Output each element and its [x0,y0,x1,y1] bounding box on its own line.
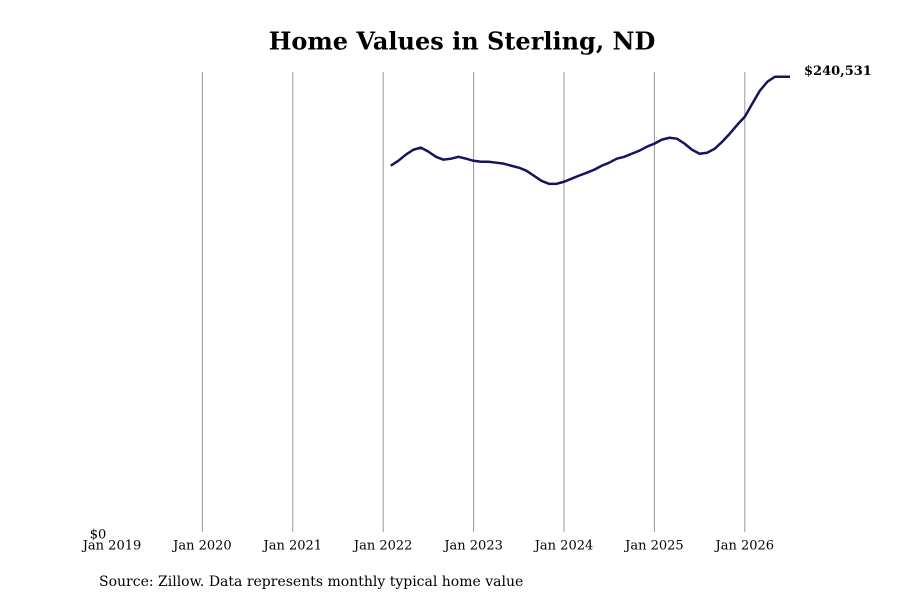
x-tick-label: Jan 2019 [81,539,142,554]
x-tick-label: Jan 2026 [714,539,775,554]
x-tick-label: Jan 2025 [623,539,684,554]
x-tick-label: Jan 2023 [442,539,503,554]
x-tick-label: Jan 2021 [262,539,323,554]
value-label: $240,531 [804,64,872,79]
source-note: Source: Zillow. Data represents monthly … [99,574,523,590]
chart-title: Home Values in Sterling, ND [269,27,656,56]
x-tick-label: Jan 2024 [533,539,594,554]
x-tick-label: Jan 2020 [171,539,232,554]
x-tick-label: Jan 2022 [352,539,413,554]
line-series [390,75,791,186]
y-tick-label: $0 [90,528,107,543]
